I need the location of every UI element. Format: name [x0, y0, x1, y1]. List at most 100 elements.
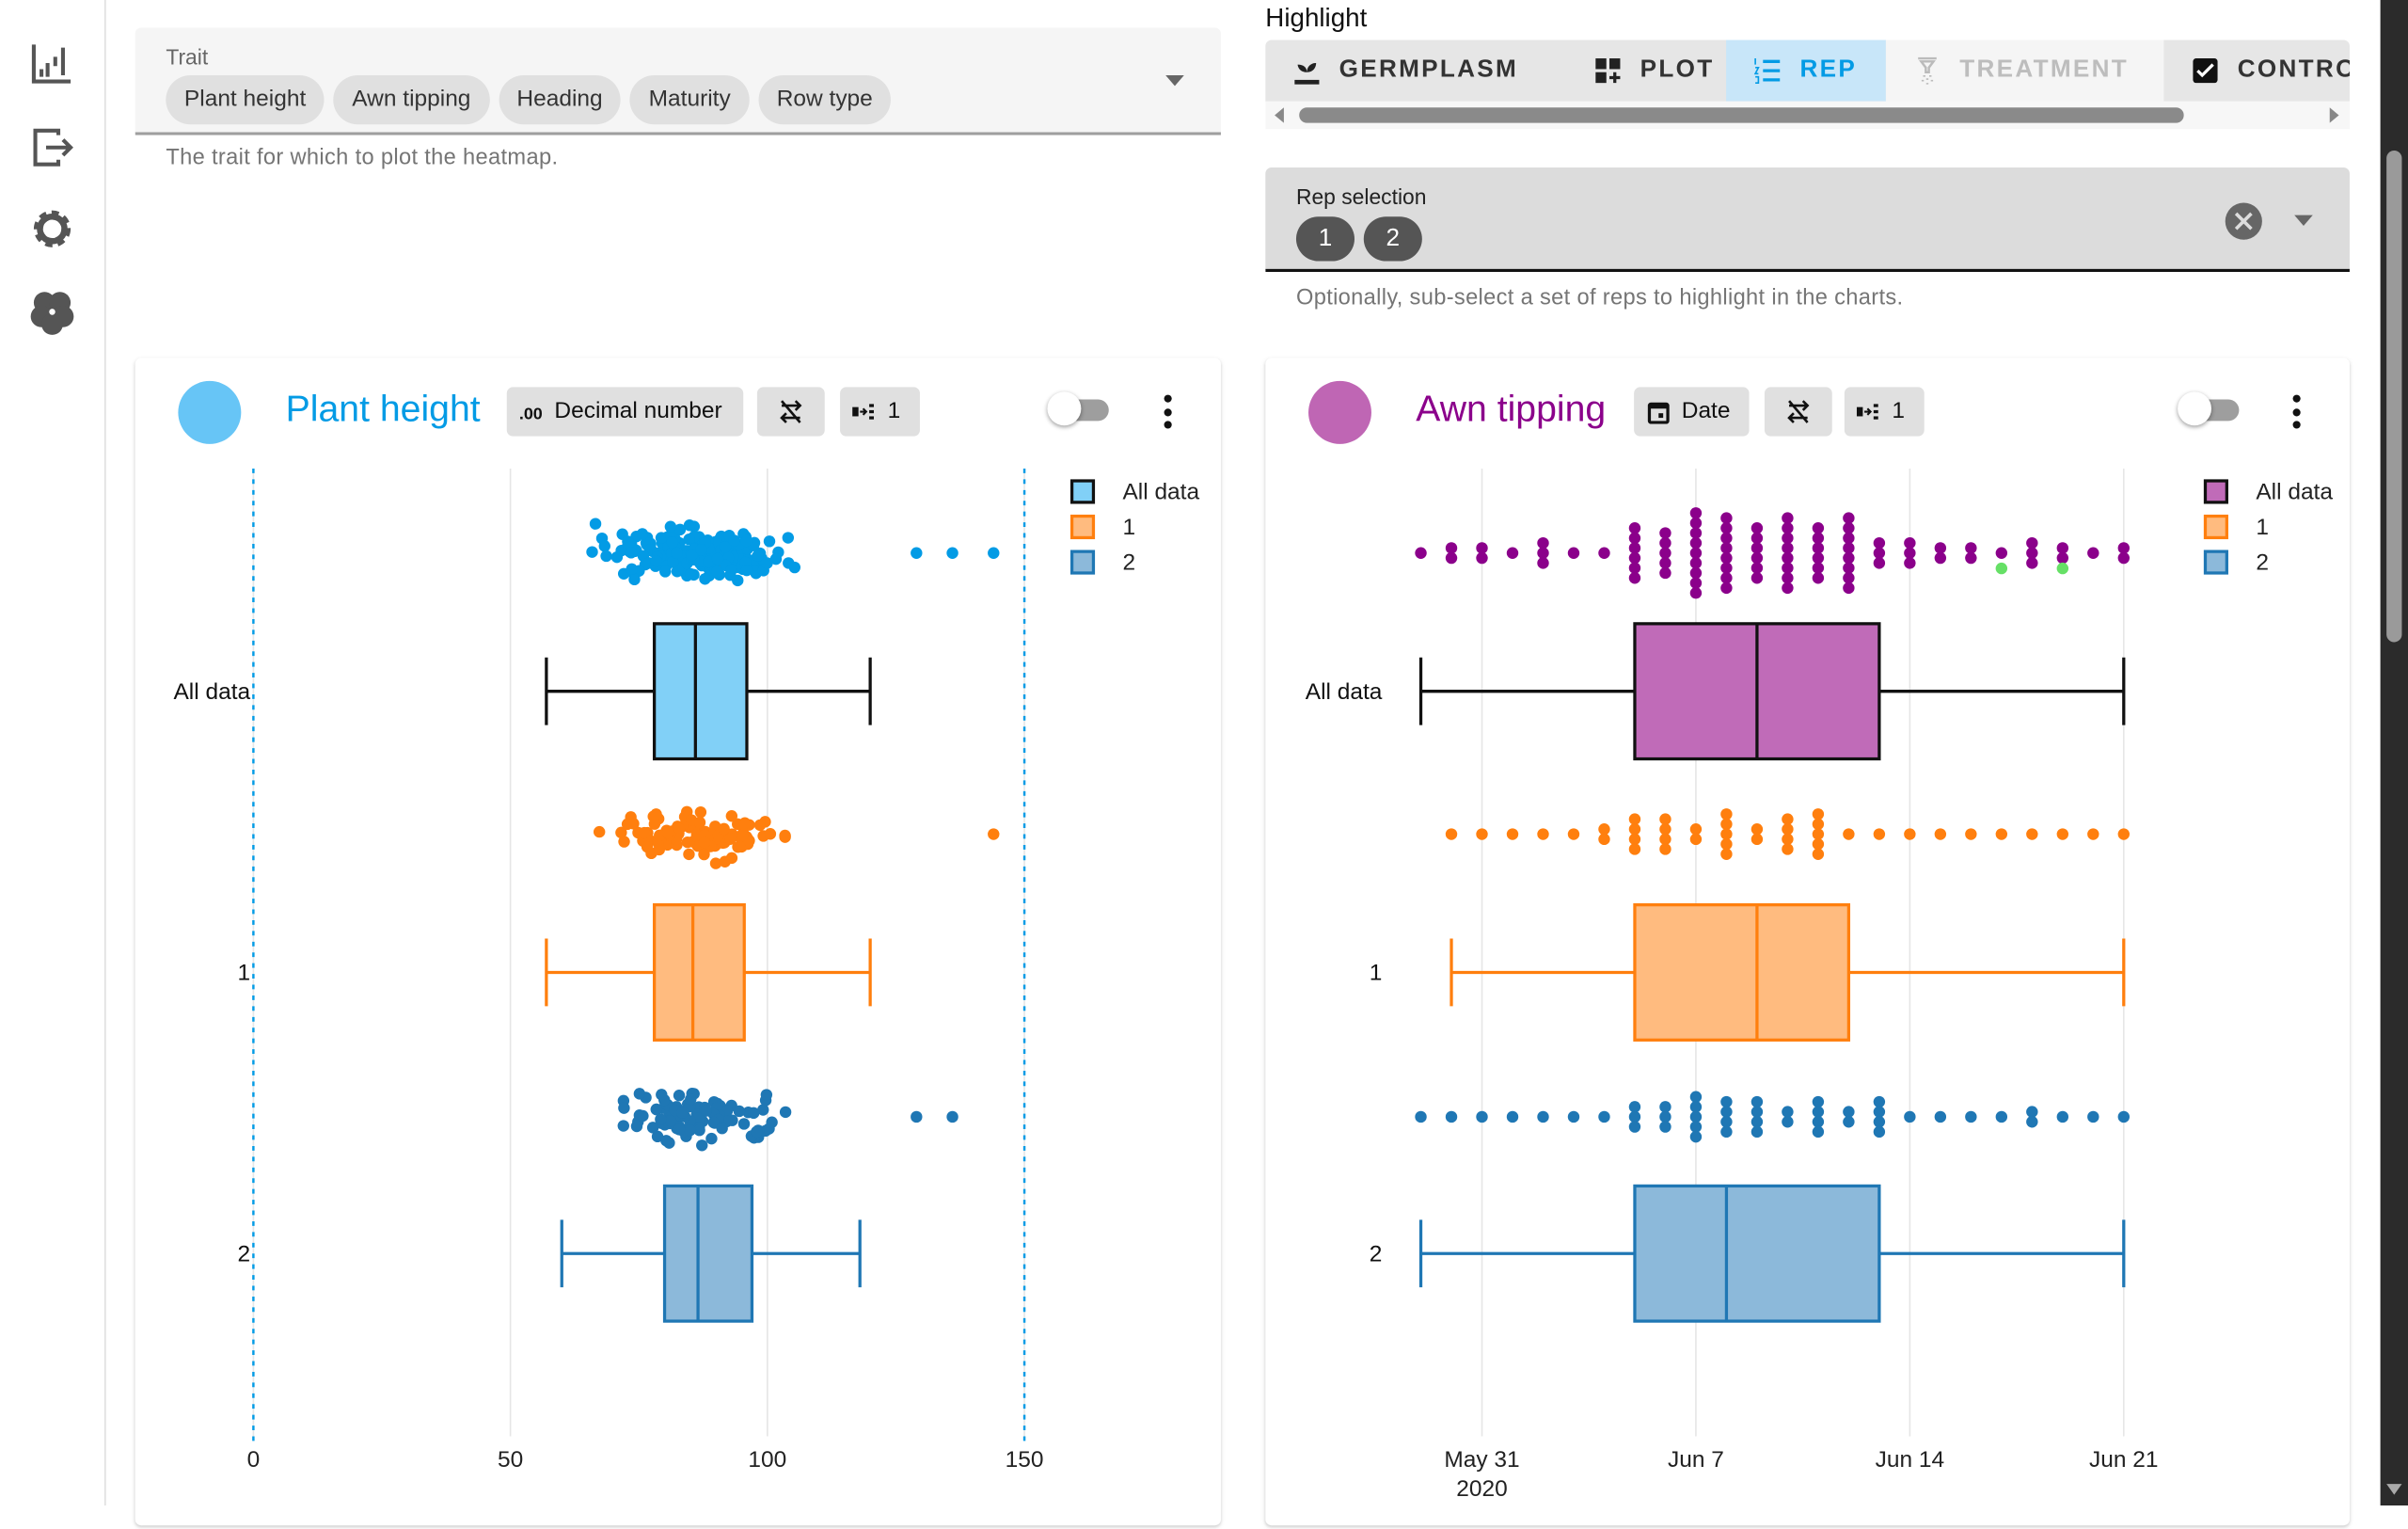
- data-point[interactable]: [1843, 828, 1855, 840]
- data-point[interactable]: [1782, 551, 1794, 565]
- data-point[interactable]: [683, 519, 696, 532]
- data-point[interactable]: [728, 534, 740, 547]
- data-point[interactable]: [1751, 823, 1764, 836]
- data-point[interactable]: [1751, 522, 1764, 534]
- data-point[interactable]: [618, 1102, 630, 1114]
- data-point[interactable]: [685, 567, 697, 581]
- data-point[interactable]: [673, 523, 687, 536]
- data-point[interactable]: [1659, 813, 1671, 825]
- data-point[interactable]: [703, 555, 715, 568]
- data-point[interactable]: [1476, 551, 1488, 565]
- data-point[interactable]: [1782, 1116, 1794, 1128]
- data-point[interactable]: [707, 1116, 720, 1129]
- data-point[interactable]: [1659, 823, 1671, 836]
- scroll-right-icon[interactable]: [2329, 107, 2339, 123]
- data-point[interactable]: [1904, 547, 1916, 559]
- data-point[interactable]: [1415, 547, 1427, 559]
- data-point[interactable]: [1843, 562, 1855, 574]
- data-point[interactable]: [1873, 547, 1886, 559]
- data-point[interactable]: [1628, 551, 1641, 565]
- data-point[interactable]: [1628, 833, 1641, 846]
- data-point[interactable]: [699, 573, 711, 585]
- data-point[interactable]: [1904, 536, 1916, 549]
- data-point[interactable]: [1659, 536, 1671, 549]
- data-point[interactable]: [1720, 542, 1733, 554]
- data-point[interactable]: [2026, 828, 2038, 840]
- data-point[interactable]: [1689, 823, 1703, 836]
- data-point[interactable]: [1628, 823, 1641, 836]
- trait-type-badge[interactable]: Date: [1634, 387, 1750, 437]
- data-point[interactable]: [698, 836, 711, 849]
- data-point[interactable]: [719, 541, 732, 553]
- data-point[interactable]: [655, 1113, 667, 1125]
- data-point[interactable]: [1812, 828, 1825, 840]
- data-point[interactable]: [1812, 572, 1825, 584]
- data-point[interactable]: [1689, 577, 1703, 589]
- data-point[interactable]: [1812, 562, 1825, 574]
- legend-item[interactable]: All data: [2203, 479, 2333, 505]
- data-point[interactable]: [2026, 1116, 2038, 1128]
- data-point[interactable]: [733, 1105, 746, 1118]
- data-point[interactable]: [1965, 551, 1977, 565]
- data-point[interactable]: [752, 549, 764, 562]
- data-point[interactable]: [757, 1104, 769, 1116]
- more-options-icon[interactable]: [2292, 394, 2303, 429]
- data-point[interactable]: [664, 1114, 677, 1127]
- outlier-point[interactable]: [911, 1110, 923, 1123]
- data-point[interactable]: [725, 564, 737, 577]
- data-point[interactable]: [648, 818, 661, 830]
- data-point[interactable]: [1689, 527, 1703, 539]
- data-point[interactable]: [681, 836, 694, 849]
- data-point[interactable]: [692, 1112, 705, 1124]
- data-point[interactable]: [600, 549, 612, 563]
- data-point[interactable]: [2117, 1110, 2130, 1123]
- data-point[interactable]: [2117, 828, 2130, 840]
- data-point[interactable]: [1720, 572, 1733, 584]
- data-point[interactable]: [1415, 1110, 1427, 1123]
- data-point[interactable]: [1689, 1130, 1703, 1143]
- data-point[interactable]: [764, 828, 777, 840]
- data-point[interactable]: [1689, 1121, 1703, 1133]
- data-point[interactable]: [656, 1089, 668, 1101]
- data-point[interactable]: [1965, 542, 1977, 554]
- data-point[interactable]: [1751, 833, 1764, 846]
- data-point[interactable]: [1689, 536, 1703, 549]
- data-point[interactable]: [1659, 557, 1671, 569]
- data-point[interactable]: [1689, 1101, 1703, 1113]
- data-point[interactable]: [1445, 828, 1458, 840]
- data-point[interactable]: [1567, 547, 1580, 559]
- data-point[interactable]: [1720, 808, 1733, 820]
- data-point[interactable]: [1628, 843, 1641, 855]
- data-point[interactable]: [1720, 818, 1733, 831]
- legend-item[interactable]: All data: [1069, 479, 1200, 505]
- data-point[interactable]: [1689, 566, 1703, 580]
- data-point[interactable]: [1720, 1125, 1733, 1139]
- scroll-left-icon[interactable]: [1275, 107, 1284, 123]
- data-point[interactable]: [636, 528, 649, 540]
- data-point[interactable]: [1873, 1095, 1886, 1108]
- data-point[interactable]: [719, 855, 731, 868]
- trait-chip[interactable]: Awn tipping: [333, 75, 490, 125]
- data-point[interactable]: [1843, 1116, 1855, 1128]
- export-icon[interactable]: [27, 123, 76, 172]
- data-point[interactable]: [1843, 572, 1855, 584]
- data-point[interactable]: [1689, 507, 1703, 519]
- data-point[interactable]: [1659, 566, 1671, 580]
- data-point[interactable]: [1537, 547, 1549, 559]
- data-point[interactable]: [1659, 527, 1671, 539]
- chart-icon[interactable]: [27, 39, 76, 88]
- tab-germplasm[interactable]: GERMPLASM: [1265, 40, 1566, 101]
- data-point[interactable]: [1445, 1110, 1458, 1123]
- data-point[interactable]: [1812, 818, 1825, 831]
- data-point[interactable]: [1689, 1110, 1703, 1123]
- data-point[interactable]: [1476, 542, 1488, 554]
- data-point[interactable]: [1720, 848, 1733, 860]
- data-point[interactable]: [1537, 557, 1549, 569]
- data-point[interactable]: [1812, 1095, 1825, 1108]
- data-point[interactable]: [627, 818, 640, 830]
- data-point[interactable]: [1689, 517, 1703, 530]
- data-point[interactable]: [695, 543, 707, 556]
- data-point[interactable]: [1782, 843, 1794, 855]
- data-point[interactable]: [751, 1125, 763, 1139]
- data-point[interactable]: [2087, 1110, 2099, 1123]
